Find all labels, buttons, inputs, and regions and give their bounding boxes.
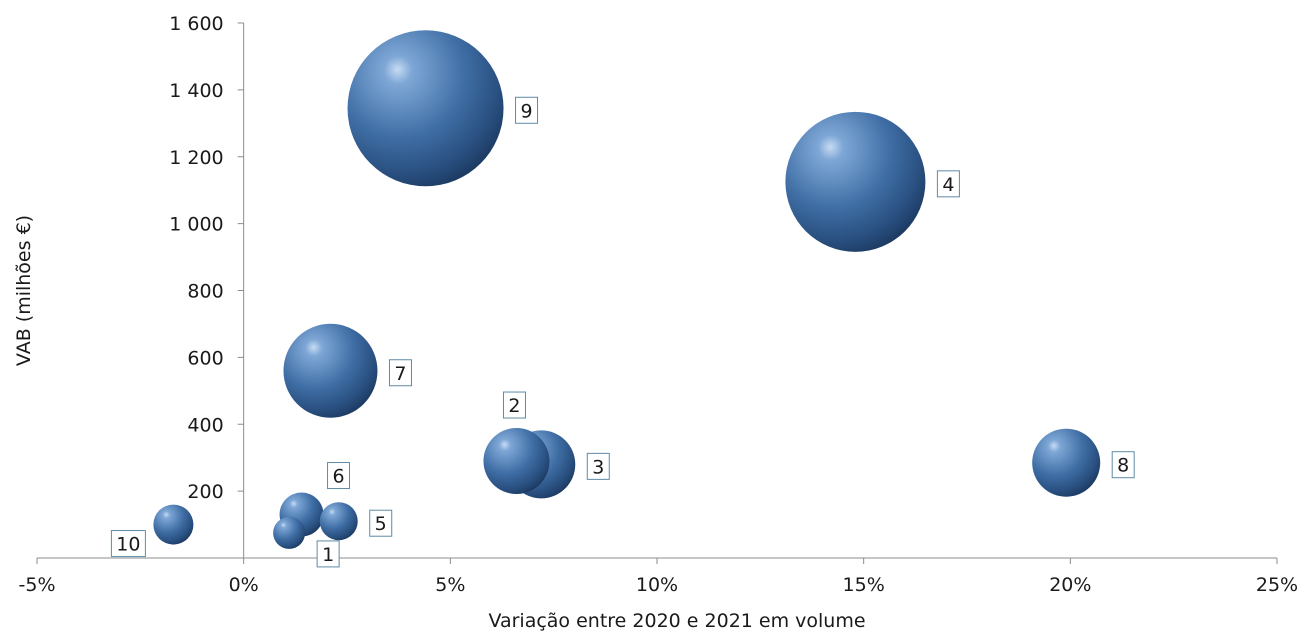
x-tick-label: 15% [843, 574, 885, 596]
bubble-label-9: 9 [515, 96, 539, 124]
bubble-label-5: 5 [369, 509, 393, 537]
label-box [1111, 451, 1135, 479]
y-tick-label: 1 400 [169, 80, 223, 102]
label-text: 4 [942, 174, 954, 196]
x-tick-label: 0% [229, 574, 259, 596]
y-tick-label: 400 [187, 414, 223, 436]
bubble-label-7: 7 [388, 359, 412, 387]
bubble-2 [483, 428, 550, 495]
bubble-9 [347, 30, 504, 187]
label-box [388, 359, 412, 387]
label-text: 10 [116, 534, 140, 556]
y-tick-label: 1 000 [169, 214, 223, 236]
y-tick-label: 800 [187, 281, 223, 303]
label-text: 7 [394, 363, 406, 385]
label-box [515, 96, 539, 124]
bubbles [153, 30, 1101, 549]
y-tick-label: 1 200 [169, 147, 223, 169]
bubble-labels: 1 2 3 4 5 6 7 8 9 10 [110, 96, 1135, 568]
label-text: 2 [508, 395, 520, 417]
label-text: 5 [375, 513, 387, 535]
x-tick-label: 25% [1256, 574, 1298, 596]
bubble-label-2: 2 [502, 391, 526, 419]
label-box [586, 452, 610, 480]
label-box [327, 462, 351, 490]
label-box [936, 170, 960, 198]
x-tick-label: -5% [19, 574, 56, 596]
label-text: 6 [332, 466, 344, 488]
x-tick-label: 5% [435, 574, 465, 596]
ticks: -5% 0% 5% 10% 15% 20% 25% 200 400 600 800 1 000 1 20… [19, 13, 1299, 596]
bubble-label-8: 8 [1111, 451, 1135, 479]
x-tick-label: 10% [636, 574, 678, 596]
bubble-label-10: 10 [110, 530, 146, 558]
bubble-label-1: 1 [316, 540, 340, 568]
label-box [502, 391, 526, 419]
bubble-5 [319, 502, 358, 541]
x-tick-label: 20% [1049, 574, 1091, 596]
bubble-10 [153, 504, 194, 545]
y-axis-title: VAB (milhões €) [13, 215, 35, 366]
label-box [369, 509, 393, 537]
bubble-8 [1032, 428, 1101, 497]
y-tick-label: 1 600 [169, 13, 223, 35]
label-text: 3 [592, 456, 604, 478]
y-tick-label: 200 [187, 481, 223, 503]
bubble-label-4: 4 [936, 170, 960, 198]
bubble-7 [283, 323, 378, 418]
bubble-4 [785, 111, 926, 252]
label-text: 1 [322, 544, 334, 566]
label-box [316, 540, 340, 568]
label-text: 8 [1117, 455, 1129, 477]
label-box [110, 530, 146, 558]
label-text: 9 [520, 100, 532, 122]
bubble-label-6: 6 [327, 462, 351, 490]
bubble-label-3: 3 [586, 452, 610, 480]
bubble-1 [273, 516, 306, 549]
x-axis-title: Variação entre 2020 e 2021 em volume [488, 610, 865, 632]
y-tick-label: 600 [187, 347, 223, 369]
